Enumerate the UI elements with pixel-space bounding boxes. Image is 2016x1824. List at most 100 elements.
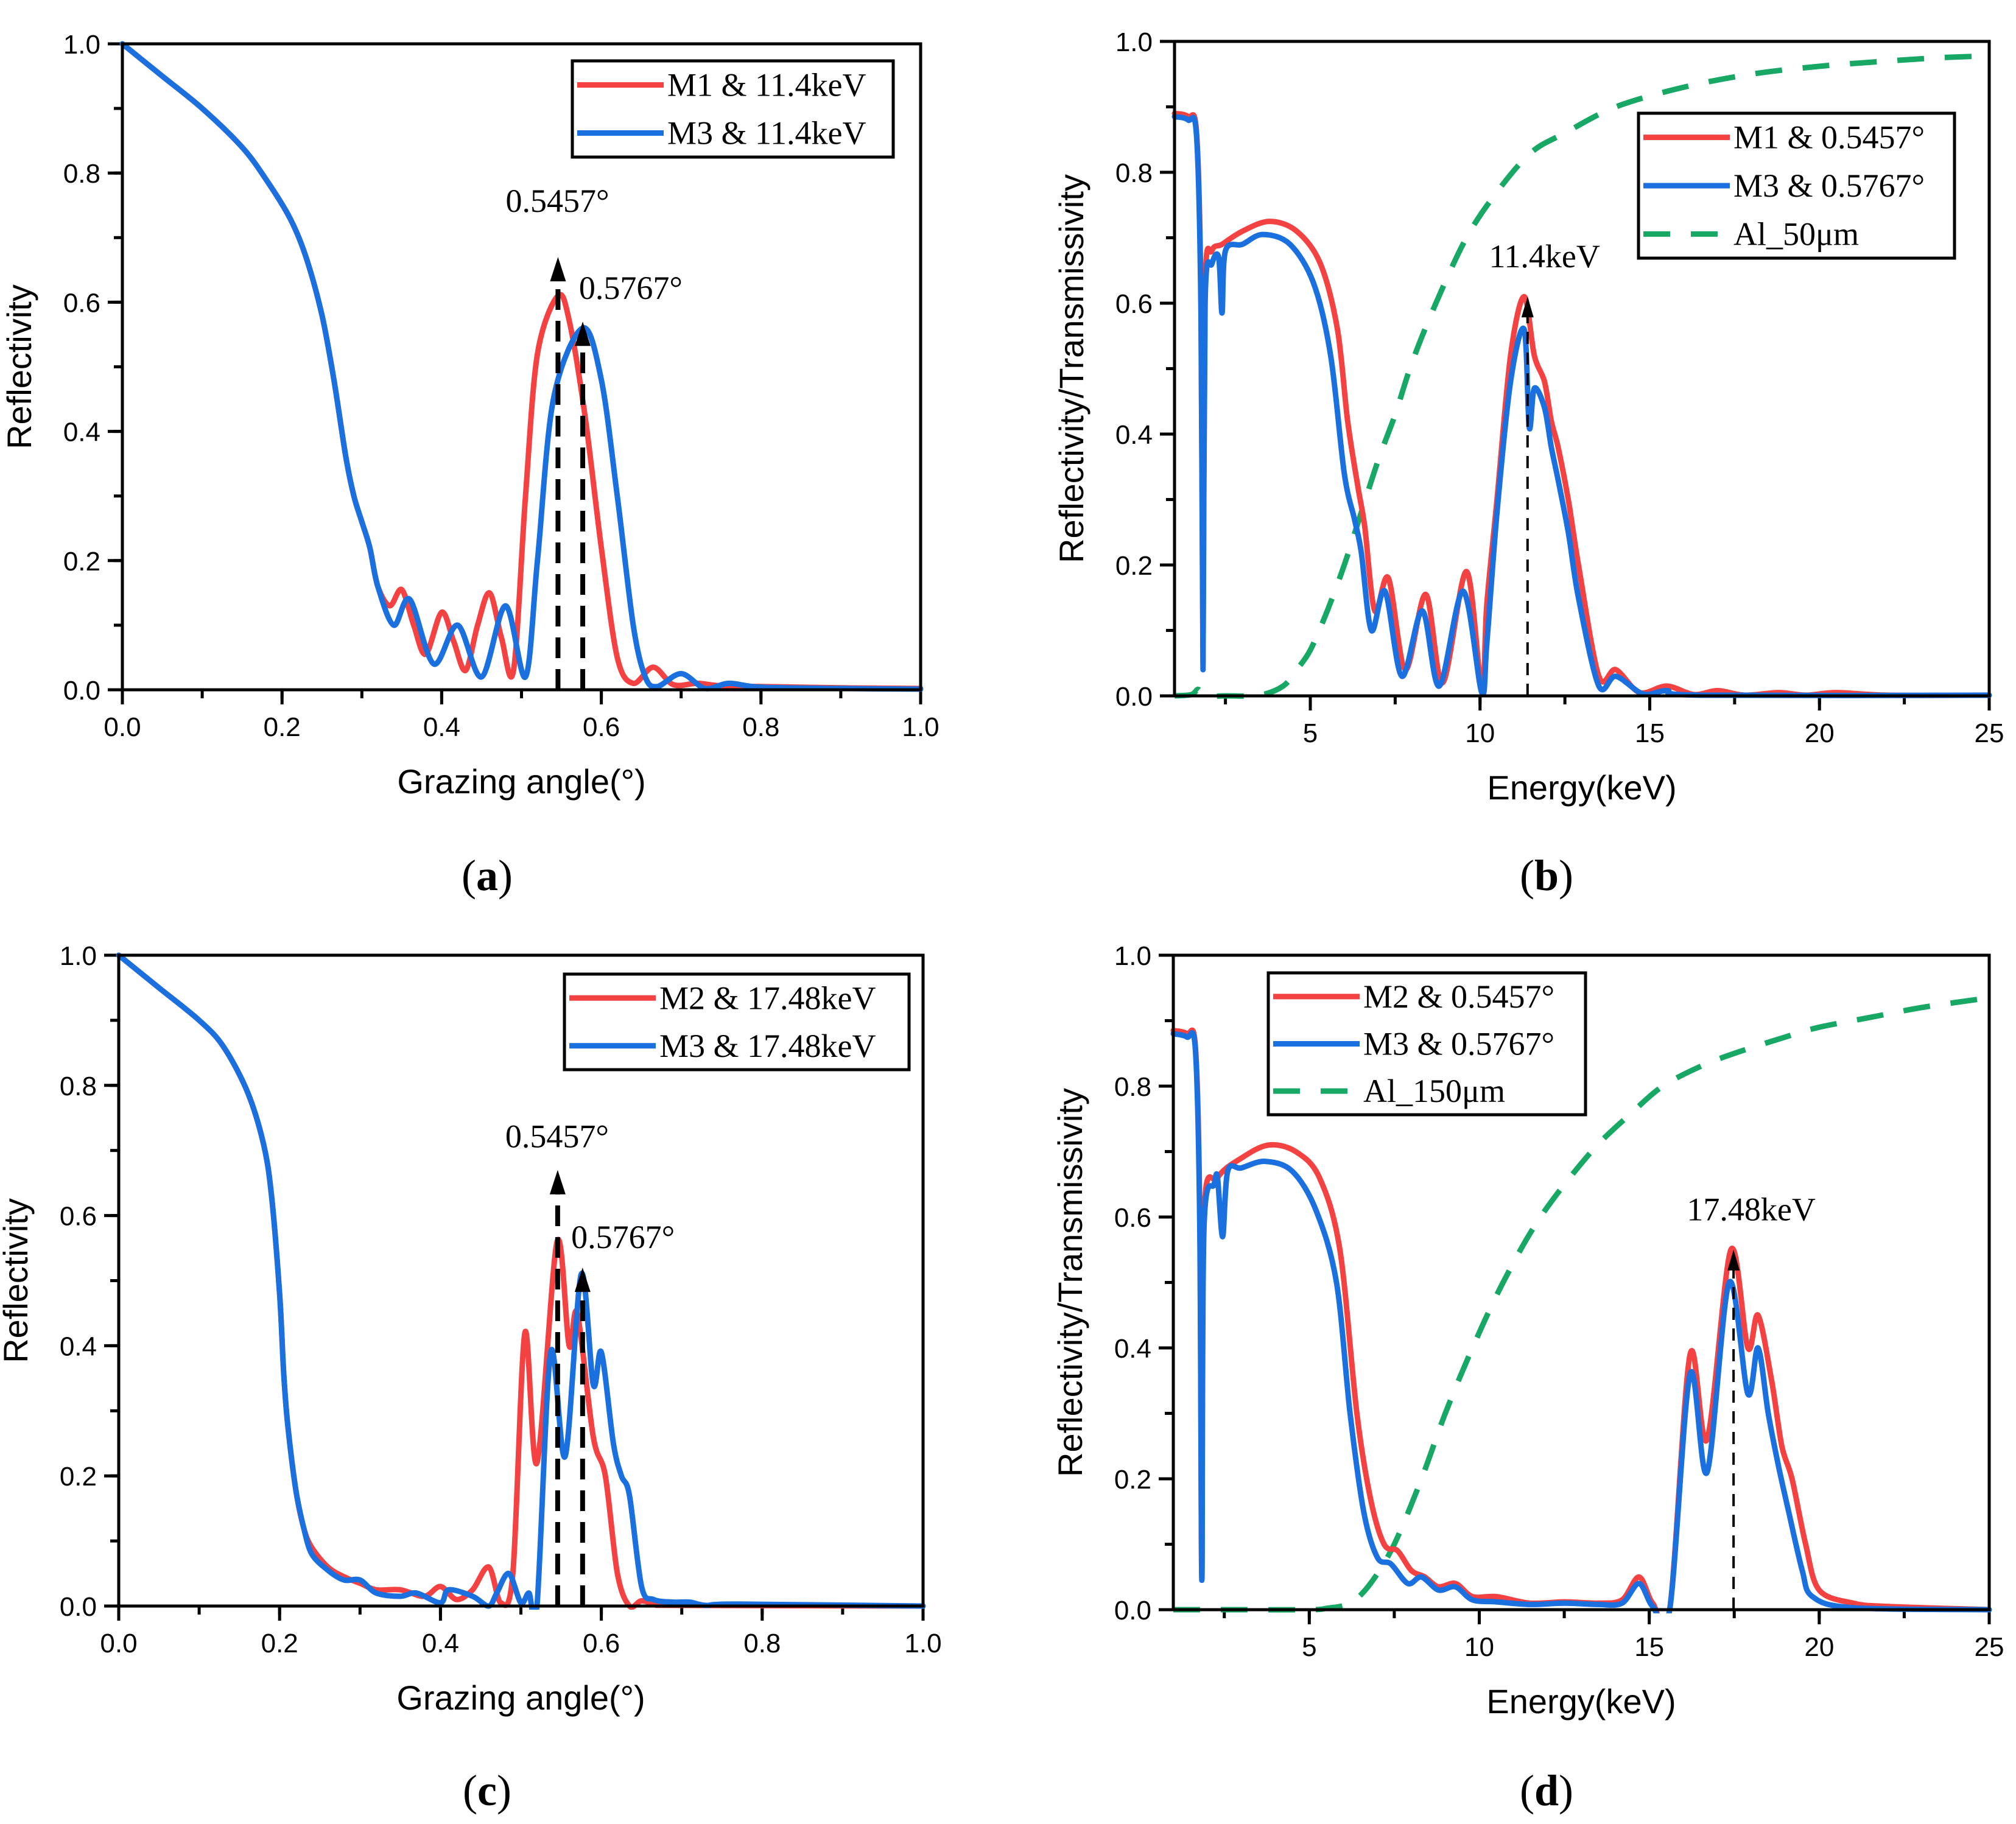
legend-label: M3 & 17.48keV xyxy=(659,1028,876,1064)
annotation-arrow-head xyxy=(550,257,566,282)
y-tick-label: 0.0 xyxy=(60,1592,97,1622)
x-tick-label: 0.0 xyxy=(104,712,141,742)
legend-label: Al_50μm xyxy=(1733,216,1859,252)
y-tick-label: 1.0 xyxy=(63,30,100,60)
x-axis-title: Energy(keV) xyxy=(1487,768,1676,807)
plot-frame xyxy=(121,42,922,692)
y-axis-title: Reflectivity/Transmissivity xyxy=(1052,174,1091,563)
y-tick-label: 0.6 xyxy=(63,288,100,318)
paren: ) xyxy=(497,1766,511,1815)
annotation-arrow-head xyxy=(575,321,591,346)
plot-frame xyxy=(117,953,925,1608)
paren: ( xyxy=(1520,851,1534,900)
annotation-label: 17.48keV xyxy=(1687,1191,1815,1227)
x-tick-label: 25 xyxy=(1975,718,2004,748)
panel-d-reflectivity-vs-energy: 5 10 15 20 25 0.0 0.2 0.4 0.6 0.8 1.0 Energy(keV) Re… xyxy=(1051,941,2004,1815)
legend: M1 & 0.5457° M3 & 0.5767° Al_50μm xyxy=(1637,111,1956,260)
legend-label: M3 & 11.4keV xyxy=(667,115,866,152)
series-line-m3 xyxy=(119,41,924,692)
x-tick-label: 0.8 xyxy=(742,712,779,742)
panel-label: (c) xyxy=(463,1766,511,1815)
x-tick-label: 0.8 xyxy=(743,1629,781,1658)
x-tick-label: 10 xyxy=(1464,1632,1494,1662)
panel-a-reflectivity-vs-angle: 0.0 0.2 0.4 0.6 0.8 1.0 0.0 0.2 0.4 0.6 0.8 1.0 Graz… xyxy=(0,30,940,900)
y-tick-label: 1.0 xyxy=(1115,27,1153,57)
legend-label: Al_150μm xyxy=(1363,1073,1505,1109)
paren: ) xyxy=(1559,851,1573,900)
annotation-arrow-head xyxy=(1727,1249,1740,1271)
x-tick-label: 10 xyxy=(1465,718,1495,748)
y-axis-title: Reflectivity xyxy=(0,1198,35,1363)
series-group xyxy=(119,41,924,692)
y-tick-label: 0.0 xyxy=(63,676,100,706)
y-tick-label: 0.0 xyxy=(1115,682,1153,712)
y-axis-title: Reflectivity xyxy=(0,284,38,449)
x-axis-title: Grazing angle(°) xyxy=(396,1678,645,1717)
panel-label: (b) xyxy=(1520,851,1573,900)
x-axis-title: Grazing angle(°) xyxy=(397,762,645,801)
series-line-m3 xyxy=(116,952,926,1610)
legend-label: M3 & 0.5767° xyxy=(1363,1026,1554,1062)
y-tick-label: 0.4 xyxy=(1115,420,1153,450)
x-tick-label: 20 xyxy=(1804,1632,1834,1662)
y-tick-label: 0.2 xyxy=(1114,1465,1151,1495)
x-tick-label: 5 xyxy=(1302,1632,1316,1662)
legend: M1 & 11.4keV M3 & 11.4keV xyxy=(571,59,895,159)
x-tick-label: 15 xyxy=(1635,718,1665,748)
series-line-al_150μm xyxy=(1173,995,1990,1613)
legend-label: M2 & 0.5457° xyxy=(1363,978,1554,1015)
y-tick-label: 0.2 xyxy=(60,1462,97,1492)
annotation-arrow-head xyxy=(574,1268,591,1293)
x-tick-label: 0.6 xyxy=(583,1629,620,1658)
annotation-label: 11.4keV xyxy=(1489,238,1600,275)
series-line-m3 xyxy=(1170,1030,1992,1613)
plot-frame xyxy=(1171,953,1991,1612)
panel-letter: a xyxy=(476,851,498,900)
y-tick-label: 0.8 xyxy=(63,159,100,189)
annotation-label: 0.5767° xyxy=(571,1219,675,1255)
y-tick-label: 0.4 xyxy=(63,418,100,447)
series-group xyxy=(116,952,926,1610)
x-tick-label: 0.4 xyxy=(422,1629,459,1658)
x-tick-label: 5 xyxy=(1303,718,1318,748)
panel-letter: d xyxy=(1534,1766,1559,1815)
legend: M2 & 0.5457° M3 & 0.5767° Al_150μm xyxy=(1266,971,1587,1117)
panel-c-reflectivity-vs-angle: 0.0 0.2 0.4 0.6 0.8 1.0 0.0 0.2 0.4 0.6 0.8 1.0 Graz… xyxy=(0,941,942,1815)
panel-label: (d) xyxy=(1520,1766,1573,1815)
y-axis-title: Reflectivity/Transmissivity xyxy=(1051,1088,1089,1477)
x-tick-label: 0.6 xyxy=(583,712,620,742)
legend-label: M1 & 11.4keV xyxy=(667,67,866,103)
series-line-m3 xyxy=(1171,114,1992,698)
y-tick-label: 0.2 xyxy=(1115,551,1153,581)
x-tick-label: 15 xyxy=(1634,1632,1664,1662)
y-tick-label: 0.4 xyxy=(60,1331,97,1361)
legend-box xyxy=(571,59,895,159)
annotation-arrow-head xyxy=(549,1170,566,1194)
legend-box xyxy=(563,972,911,1072)
annotation-label: 0.5457° xyxy=(505,183,609,219)
legend-label: M3 & 0.5767° xyxy=(1733,167,1925,204)
y-tick-label: 0.8 xyxy=(1114,1072,1151,1102)
paren: ) xyxy=(1559,1766,1573,1815)
x-tick-label: 1.0 xyxy=(904,1629,941,1658)
x-tick-label: 0.4 xyxy=(423,712,460,742)
y-tick-label: 0.0 xyxy=(1114,1596,1151,1626)
series-group xyxy=(1171,53,1992,700)
annotation-label: 0.5767° xyxy=(579,270,683,306)
x-tick-label: 0.0 xyxy=(100,1629,137,1658)
x-tick-label: 20 xyxy=(1805,718,1835,748)
paren: ( xyxy=(462,851,476,900)
y-tick-label: 0.4 xyxy=(1114,1334,1151,1364)
y-tick-label: 0.2 xyxy=(63,547,100,577)
panel-b-reflectivity-vs-energy: 5 10 15 20 25 0.0 0.2 0.4 0.6 0.8 1.0 Energy(keV) Re… xyxy=(1052,27,2004,900)
x-tick-label: 0.2 xyxy=(264,712,301,742)
y-tick-label: 0.6 xyxy=(60,1202,97,1232)
y-tick-label: 0.8 xyxy=(60,1072,97,1101)
paren: ( xyxy=(463,1766,477,1815)
y-tick-label: 0.8 xyxy=(1115,158,1153,188)
x-axis-title: Energy(keV) xyxy=(1486,1682,1676,1721)
series-group xyxy=(1170,995,1992,1613)
panel-letter: b xyxy=(1534,851,1559,900)
